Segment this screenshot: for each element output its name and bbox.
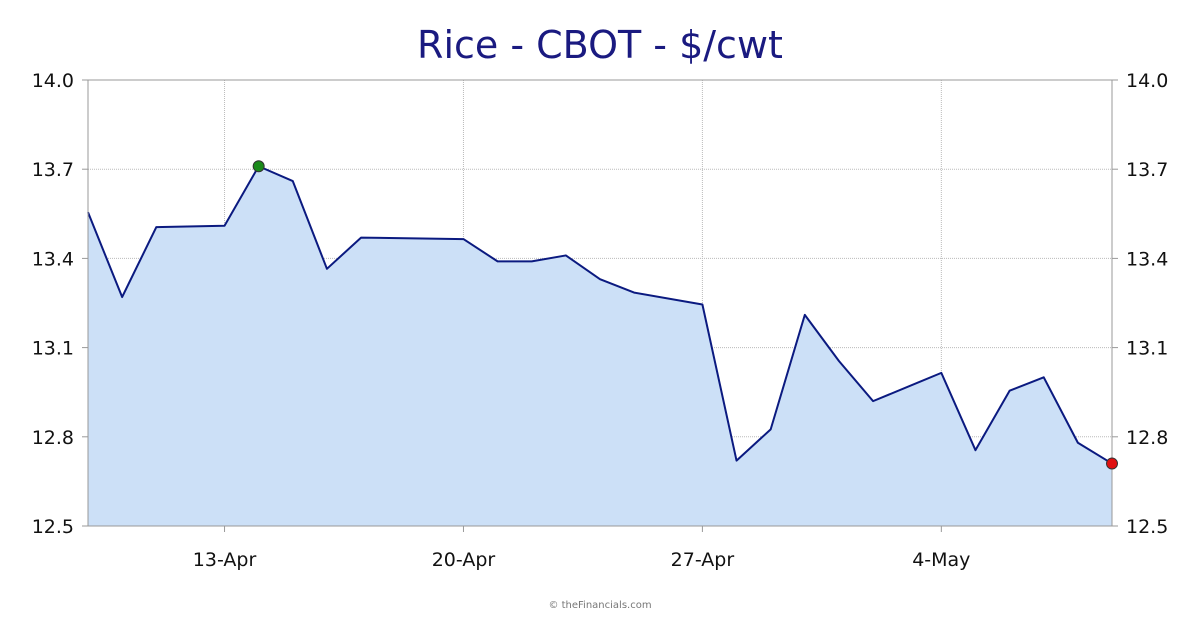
y-tick-label-left: 14.0 bbox=[32, 70, 74, 92]
y-tick-label-left: 13.4 bbox=[32, 248, 74, 270]
chart-title: Rice - CBOT - $/cwt bbox=[417, 23, 783, 67]
y-tick-label-left: 12.8 bbox=[32, 427, 74, 449]
price-line bbox=[87, 165, 1113, 465]
area-fill bbox=[88, 166, 1112, 527]
high-marker bbox=[252, 160, 265, 173]
y-tick-label-right: 12.5 bbox=[1126, 516, 1168, 538]
low-marker bbox=[1106, 457, 1118, 470]
y-tick-label-left: 13.7 bbox=[32, 159, 74, 181]
y-tick-label-right: 13.1 bbox=[1126, 338, 1168, 360]
axes bbox=[82, 79, 1118, 532]
y-tick-label-left: 12.5 bbox=[32, 516, 74, 538]
y-tick-label-left: 13.1 bbox=[32, 338, 74, 360]
tick-labels: 14.0 14.0 13.7 13.7 13.4 13.4 13.1 13.1 12.8 12.8… bbox=[32, 70, 1169, 571]
x-tick-label: 4-May bbox=[912, 549, 970, 571]
credit-text: © theFinancials.com bbox=[548, 600, 651, 611]
plot-area bbox=[87, 165, 1113, 527]
markers bbox=[252, 160, 1118, 470]
x-tick-label: 20-Apr bbox=[432, 549, 496, 571]
x-tick-label: 27-Apr bbox=[671, 549, 735, 571]
y-tick-label-right: 12.8 bbox=[1126, 427, 1168, 449]
y-tick-label-right: 13.7 bbox=[1126, 159, 1168, 181]
x-tick-label: 13-Apr bbox=[193, 549, 257, 571]
plot-frame bbox=[87, 79, 1113, 527]
y-tick-label-right: 14.0 bbox=[1126, 70, 1168, 92]
y-tick-label-right: 13.4 bbox=[1126, 248, 1168, 270]
